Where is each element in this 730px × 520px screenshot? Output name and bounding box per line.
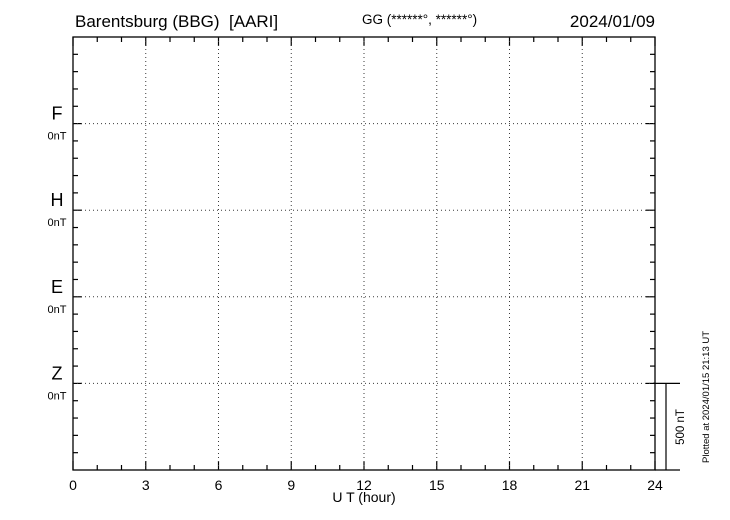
- channel-label-H: H: [51, 190, 64, 210]
- plot-generated-layer: 0 3 6 9 12 15 18 21 24 F 0nT H 0nT E 0nT Z 0nT: [48, 37, 663, 493]
- x-tick-label: 18: [502, 477, 518, 493]
- x-tick-label: 24: [647, 477, 663, 493]
- x-tick-label: 12: [356, 477, 372, 493]
- x-axis-label: U T (hour): [332, 489, 395, 505]
- channel-label-F: F: [52, 104, 63, 124]
- plot-frame: [72, 36, 656, 471]
- plotted-at-note: Plotted at 2024/01/15 21:13 UT: [701, 331, 712, 463]
- channel-label-Z: Z: [52, 363, 63, 383]
- channel-baseline-value-H: 0nT: [48, 217, 67, 229]
- x-tick-label: 21: [574, 477, 590, 493]
- x-tick-label: 3: [142, 477, 150, 493]
- geographic-coords-label: GG (******°, ******°): [362, 12, 477, 27]
- plot-date: 2024/01/09: [570, 12, 655, 31]
- x-tick-label: 9: [287, 477, 295, 493]
- channel-baseline-value-E: 0nT: [48, 304, 67, 316]
- scale-bar: 500 nT: [653, 382, 687, 471]
- scale-bar-label: 500 nT: [675, 409, 687, 445]
- channel-baseline-value-F: 0nT: [48, 131, 67, 143]
- channel-label-E: E: [51, 277, 63, 297]
- channel-baseline-value-Z: 0nT: [48, 390, 67, 402]
- x-tick-label: 0: [69, 477, 77, 493]
- x-tick-label: 15: [429, 477, 445, 493]
- station-title: Barentsburg (BBG) [AARI]: [75, 12, 278, 31]
- x-tick-label: 6: [215, 477, 223, 493]
